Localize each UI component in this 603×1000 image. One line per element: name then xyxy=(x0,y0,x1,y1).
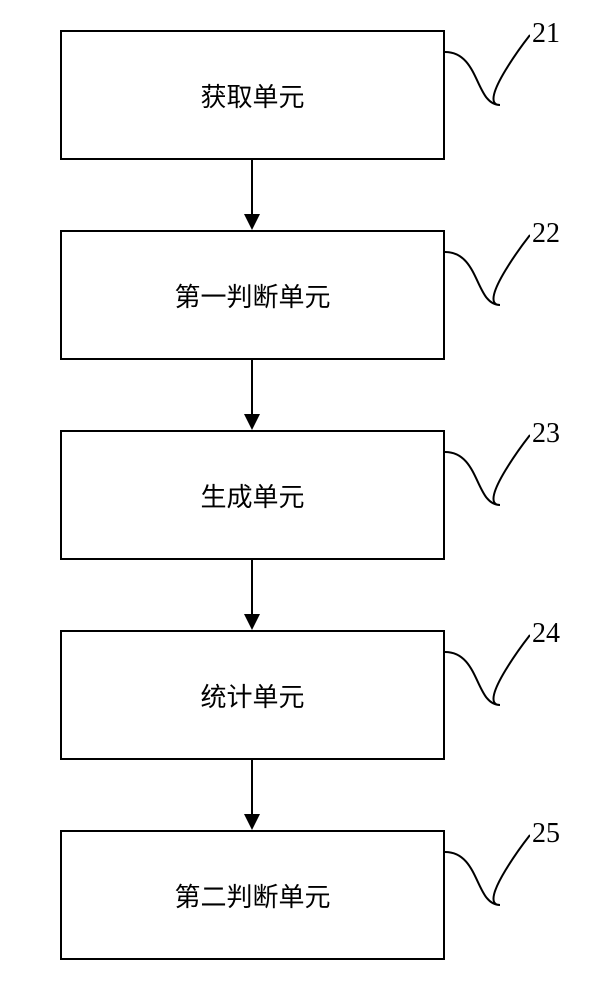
node-second-judge-unit: 第二判断单元 xyxy=(60,830,445,960)
brace-4 xyxy=(445,630,530,730)
node-first-judge-unit: 第一判断单元 xyxy=(60,230,445,360)
arrow-4-5-line xyxy=(251,760,253,814)
arrow-4-5-head xyxy=(244,814,260,830)
node-label: 统计单元 xyxy=(200,677,304,714)
node-statistics-unit: 统计单元 xyxy=(60,630,445,760)
node-label: 获取单元 xyxy=(200,77,304,114)
node-number-21: 21 xyxy=(532,18,560,50)
arrow-1-2-head xyxy=(244,214,260,230)
node-label: 第二判断单元 xyxy=(174,877,330,914)
node-acquire-unit: 获取单元 xyxy=(60,30,445,160)
brace-2 xyxy=(445,230,530,330)
arrow-3-4-head xyxy=(244,614,260,630)
arrow-1-2-line xyxy=(251,160,253,214)
arrow-2-3-line xyxy=(251,360,253,414)
brace-3 xyxy=(445,430,530,530)
node-label: 第一判断单元 xyxy=(174,277,330,314)
node-number-22: 22 xyxy=(532,218,560,250)
node-number-23: 23 xyxy=(532,418,560,450)
node-generate-unit: 生成单元 xyxy=(60,430,445,560)
arrow-2-3-head xyxy=(244,414,260,430)
node-label: 生成单元 xyxy=(200,477,304,514)
node-number-24: 24 xyxy=(532,618,560,650)
arrow-3-4-line xyxy=(251,560,253,614)
node-number-25: 25 xyxy=(532,818,560,850)
brace-1 xyxy=(445,30,530,130)
diagram-canvas: 获取单元 21 第一判断单元 22 生成单元 23 统计单元 24 第二判断单元 xyxy=(0,0,603,1000)
brace-5 xyxy=(445,830,530,930)
